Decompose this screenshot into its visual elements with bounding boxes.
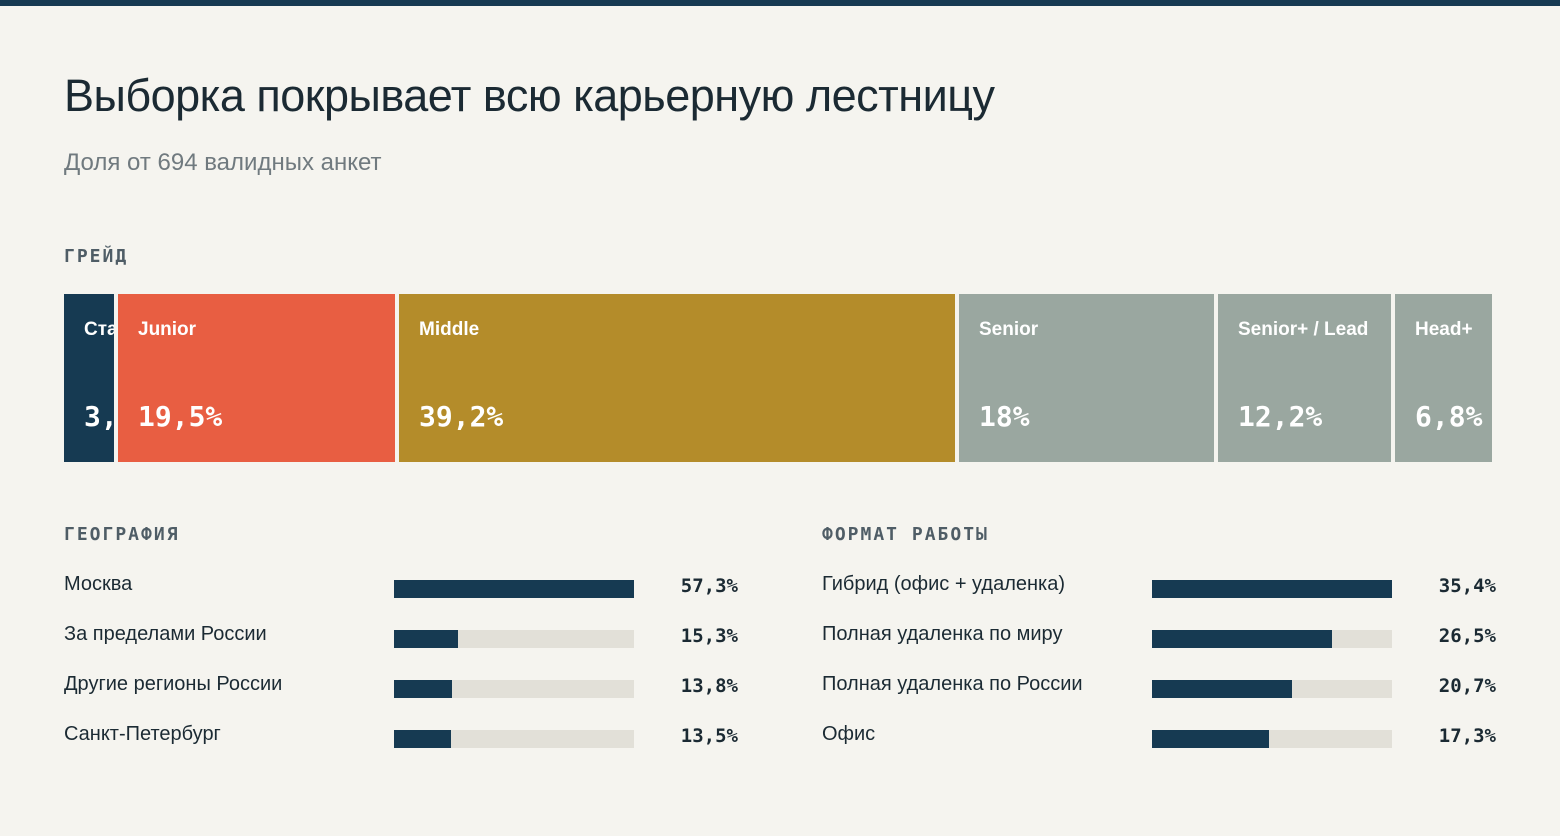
page-title: Выборка покрывает всю карьерную лестницу: [64, 70, 995, 121]
grade-segment: Middle 39,2%: [399, 294, 955, 462]
grade-segment: Junior 19,5%: [118, 294, 395, 462]
bar-row: Гибрид (офис + удаленка) 35,4%: [822, 569, 1496, 605]
grade-segment-label: Junior: [138, 319, 197, 340]
bar-row-label: Другие регионы России: [64, 673, 283, 695]
bar-fill: [1152, 630, 1332, 648]
bar-row-value: 13,8%: [680, 675, 738, 697]
grade-section-label: ГРЕЙД: [64, 246, 129, 267]
grade-segment-label: Senior: [979, 319, 1039, 340]
grade-segment-label: Senior+ / Lead: [1238, 319, 1369, 340]
grade-segment-label: Middle: [419, 319, 480, 340]
bar-row-label: Офис: [822, 723, 876, 745]
bar-row-label: Москва: [64, 573, 133, 595]
bar-row-value: 57,3%: [680, 575, 738, 597]
bar-row-value: 17,3%: [1438, 725, 1496, 747]
grade-segment-value: 39,2%: [419, 400, 504, 433]
bar-track: [394, 630, 634, 648]
bar-row-label: Полная удаленка по России: [822, 673, 1083, 695]
grade-segment: Senior 18%: [959, 294, 1214, 462]
work-format-section-label: ФОРМАТ РАБОТЫ: [822, 524, 989, 545]
top-accent-rule: [0, 0, 1560, 6]
grade-segment-value: 19,5%: [138, 400, 223, 433]
bar-row-value: 26,5%: [1438, 625, 1496, 647]
bar-row: Офис 17,3%: [822, 719, 1496, 755]
bar-row: Москва 57,3%: [64, 569, 738, 605]
bar-fill: [394, 580, 634, 598]
bar-fill: [1152, 680, 1292, 698]
grade-segment-value: 12,2%: [1238, 400, 1323, 433]
grade-segment-value: 18%: [979, 400, 1030, 433]
grade-segment: Head+ 6,8%: [1395, 294, 1492, 462]
bar-track: [1152, 630, 1392, 648]
bar-row-value: 20,7%: [1438, 675, 1496, 697]
bar-fill: [1152, 580, 1392, 598]
bar-track: [1152, 730, 1392, 748]
bar-track: [1152, 580, 1392, 598]
bar-fill: [394, 730, 451, 748]
geography-section-label: ГЕОГРАФИЯ: [64, 524, 180, 545]
grade-stacked-bar: Стажёр 3,5% Junior 19,5% Middle 39,2% Senior 18…: [64, 294, 1492, 462]
bar-track: [394, 680, 634, 698]
bar-fill: [394, 680, 452, 698]
bar-row-value: 35,4%: [1438, 575, 1496, 597]
grade-segment: Senior+ / Lead 12,2%: [1218, 294, 1391, 462]
grade-segment: Стажёр 3,5%: [64, 294, 114, 462]
bar-row-value: 15,3%: [680, 625, 738, 647]
bar-track: [1152, 680, 1392, 698]
grade-segment-label: Стажёр: [84, 319, 114, 340]
bar-row-value: 13,5%: [680, 725, 738, 747]
bar-row-label: За пределами России: [64, 623, 267, 645]
bar-track: [394, 730, 634, 748]
grade-segment-value: 6,8%: [1415, 400, 1483, 433]
grade-segment-label: Head+: [1415, 319, 1473, 340]
bar-track: [394, 580, 634, 598]
bar-fill: [394, 630, 458, 648]
bar-row: За пределами России 15,3%: [64, 619, 738, 655]
page-subtitle: Доля от 694 валидных анкет: [64, 149, 382, 176]
bar-row-label: Полная удаленка по миру: [822, 623, 1063, 645]
bar-row: Санкт-Петербург 13,5%: [64, 719, 738, 755]
bar-row: Полная удаленка по миру 26,5%: [822, 619, 1496, 655]
bar-row: Другие регионы России 13,8%: [64, 669, 738, 705]
bar-row: Полная удаленка по России 20,7%: [822, 669, 1496, 705]
bar-row-label: Гибрид (офис + удаленка): [822, 573, 1065, 595]
grade-segment-value: 3,5%: [84, 400, 114, 433]
bar-fill: [1152, 730, 1269, 748]
bar-row-label: Санкт-Петербург: [64, 723, 221, 745]
